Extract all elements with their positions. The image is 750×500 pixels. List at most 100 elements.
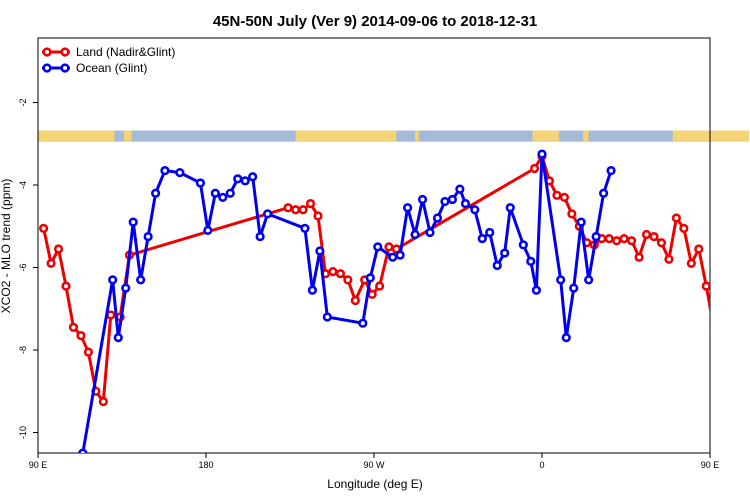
data-point: [328, 267, 338, 277]
series-line-segment: [206, 191, 217, 232]
data-point: [584, 275, 594, 285]
series-line-segment: [368, 245, 380, 280]
data-point: [343, 275, 353, 285]
data-point: [38, 223, 49, 233]
data-point: [604, 234, 614, 244]
data-point: [113, 333, 123, 343]
legend-label: Ocean (Glint): [76, 61, 147, 75]
data-point: [298, 205, 308, 215]
data-point: [612, 236, 622, 246]
series-line-segment: [406, 206, 417, 236]
data-point: [626, 236, 637, 246]
data-point: [365, 273, 375, 283]
series-line-segment: [131, 220, 143, 282]
data-point: [384, 242, 394, 252]
data-point: [46, 258, 56, 268]
data-point: [210, 188, 220, 198]
data-point: [447, 194, 458, 205]
data-point: [432, 213, 443, 223]
land-segment: [672, 130, 750, 142]
data-point: [335, 269, 346, 279]
data-point: [529, 163, 540, 174]
series-line-segment: [503, 206, 512, 255]
data-point: [606, 165, 616, 176]
data-point: [526, 256, 536, 266]
series-line-segment: [310, 249, 322, 292]
data-point: [305, 198, 316, 209]
series-line-segment: [398, 206, 410, 257]
data-point: [98, 396, 108, 407]
series-line-segment: [318, 249, 329, 319]
series-line-segment: [697, 247, 708, 288]
data-point: [373, 242, 383, 252]
series-line-segment: [64, 284, 75, 329]
series-line-segment: [116, 286, 128, 340]
data-point: [410, 229, 420, 240]
data-point: [121, 283, 131, 293]
data-point: [203, 225, 213, 235]
data-point: [300, 223, 310, 233]
series-line-segment: [704, 284, 710, 316]
data-point: [76, 330, 86, 341]
chart-title: 45N-50N July (Ver 9) 2014-09-06 to 2018-…: [213, 13, 537, 30]
x-axis-label: Longitude (deg E): [327, 477, 422, 491]
data-point: [195, 178, 205, 188]
data-point: [500, 248, 510, 258]
series-line-segment: [473, 208, 484, 241]
series-line-segment: [721, 336, 728, 353]
series-line-segment: [42, 226, 53, 265]
data-point: [694, 244, 704, 254]
land-ocean-band: [38, 130, 750, 142]
series-line-segment: [736, 391, 743, 401]
legend-marker: [60, 47, 70, 57]
data-point: [656, 238, 667, 248]
x-tick-label: 90 E: [29, 460, 48, 470]
series-line-segment: [361, 276, 372, 325]
data-point: [664, 254, 674, 264]
series-line-segment: [564, 286, 576, 340]
data-point: [358, 318, 368, 328]
data-point: [709, 324, 710, 330]
data-point: [567, 209, 577, 219]
series-line-segment: [534, 152, 544, 292]
land-segment: [532, 130, 559, 142]
data-point: [417, 194, 428, 205]
data-point: [537, 149, 547, 159]
data-point: [492, 260, 502, 271]
data-point: [136, 275, 146, 285]
series-line-segment: [729, 352, 736, 391]
legend-marker: [42, 63, 52, 73]
series-line-segment: [682, 226, 693, 265]
data-point: [240, 176, 250, 186]
series-line-segment: [488, 230, 499, 267]
land-segment: [583, 130, 589, 142]
data-point: [403, 203, 413, 213]
y-tick-label: -4: [18, 181, 28, 189]
legend-marker: [42, 47, 52, 57]
x-axis: 90 E 180 90 W 0 90 E: [29, 453, 719, 470]
x-tick-label: 90 W: [363, 460, 385, 470]
y-tick-label: -2: [18, 98, 28, 106]
y-axis-label: XCO2 - MLO trend (ppm): [0, 179, 13, 314]
data-point: [440, 196, 450, 207]
legend: Land (Nadir&Glint) Ocean (Glint): [42, 45, 175, 75]
data-point: [552, 190, 562, 200]
series-line-segment: [579, 220, 591, 282]
series-line-segment: [559, 278, 568, 340]
series-line-segment: [508, 206, 525, 247]
data-point: [634, 252, 644, 262]
data-point: [679, 223, 689, 233]
data-point: [460, 198, 471, 209]
data-point: [218, 192, 228, 202]
data-point: [248, 172, 258, 182]
series-line-segment: [146, 191, 158, 239]
data-point: [619, 234, 629, 244]
series-line-segment: [413, 197, 425, 236]
series-line-segment: [111, 278, 120, 340]
data-point: [160, 165, 170, 176]
y-tick-label: -8: [18, 346, 28, 354]
data-point: [718, 332, 725, 339]
series-line-segment: [198, 181, 210, 232]
data-point: [470, 205, 480, 215]
data-point: [686, 258, 696, 268]
